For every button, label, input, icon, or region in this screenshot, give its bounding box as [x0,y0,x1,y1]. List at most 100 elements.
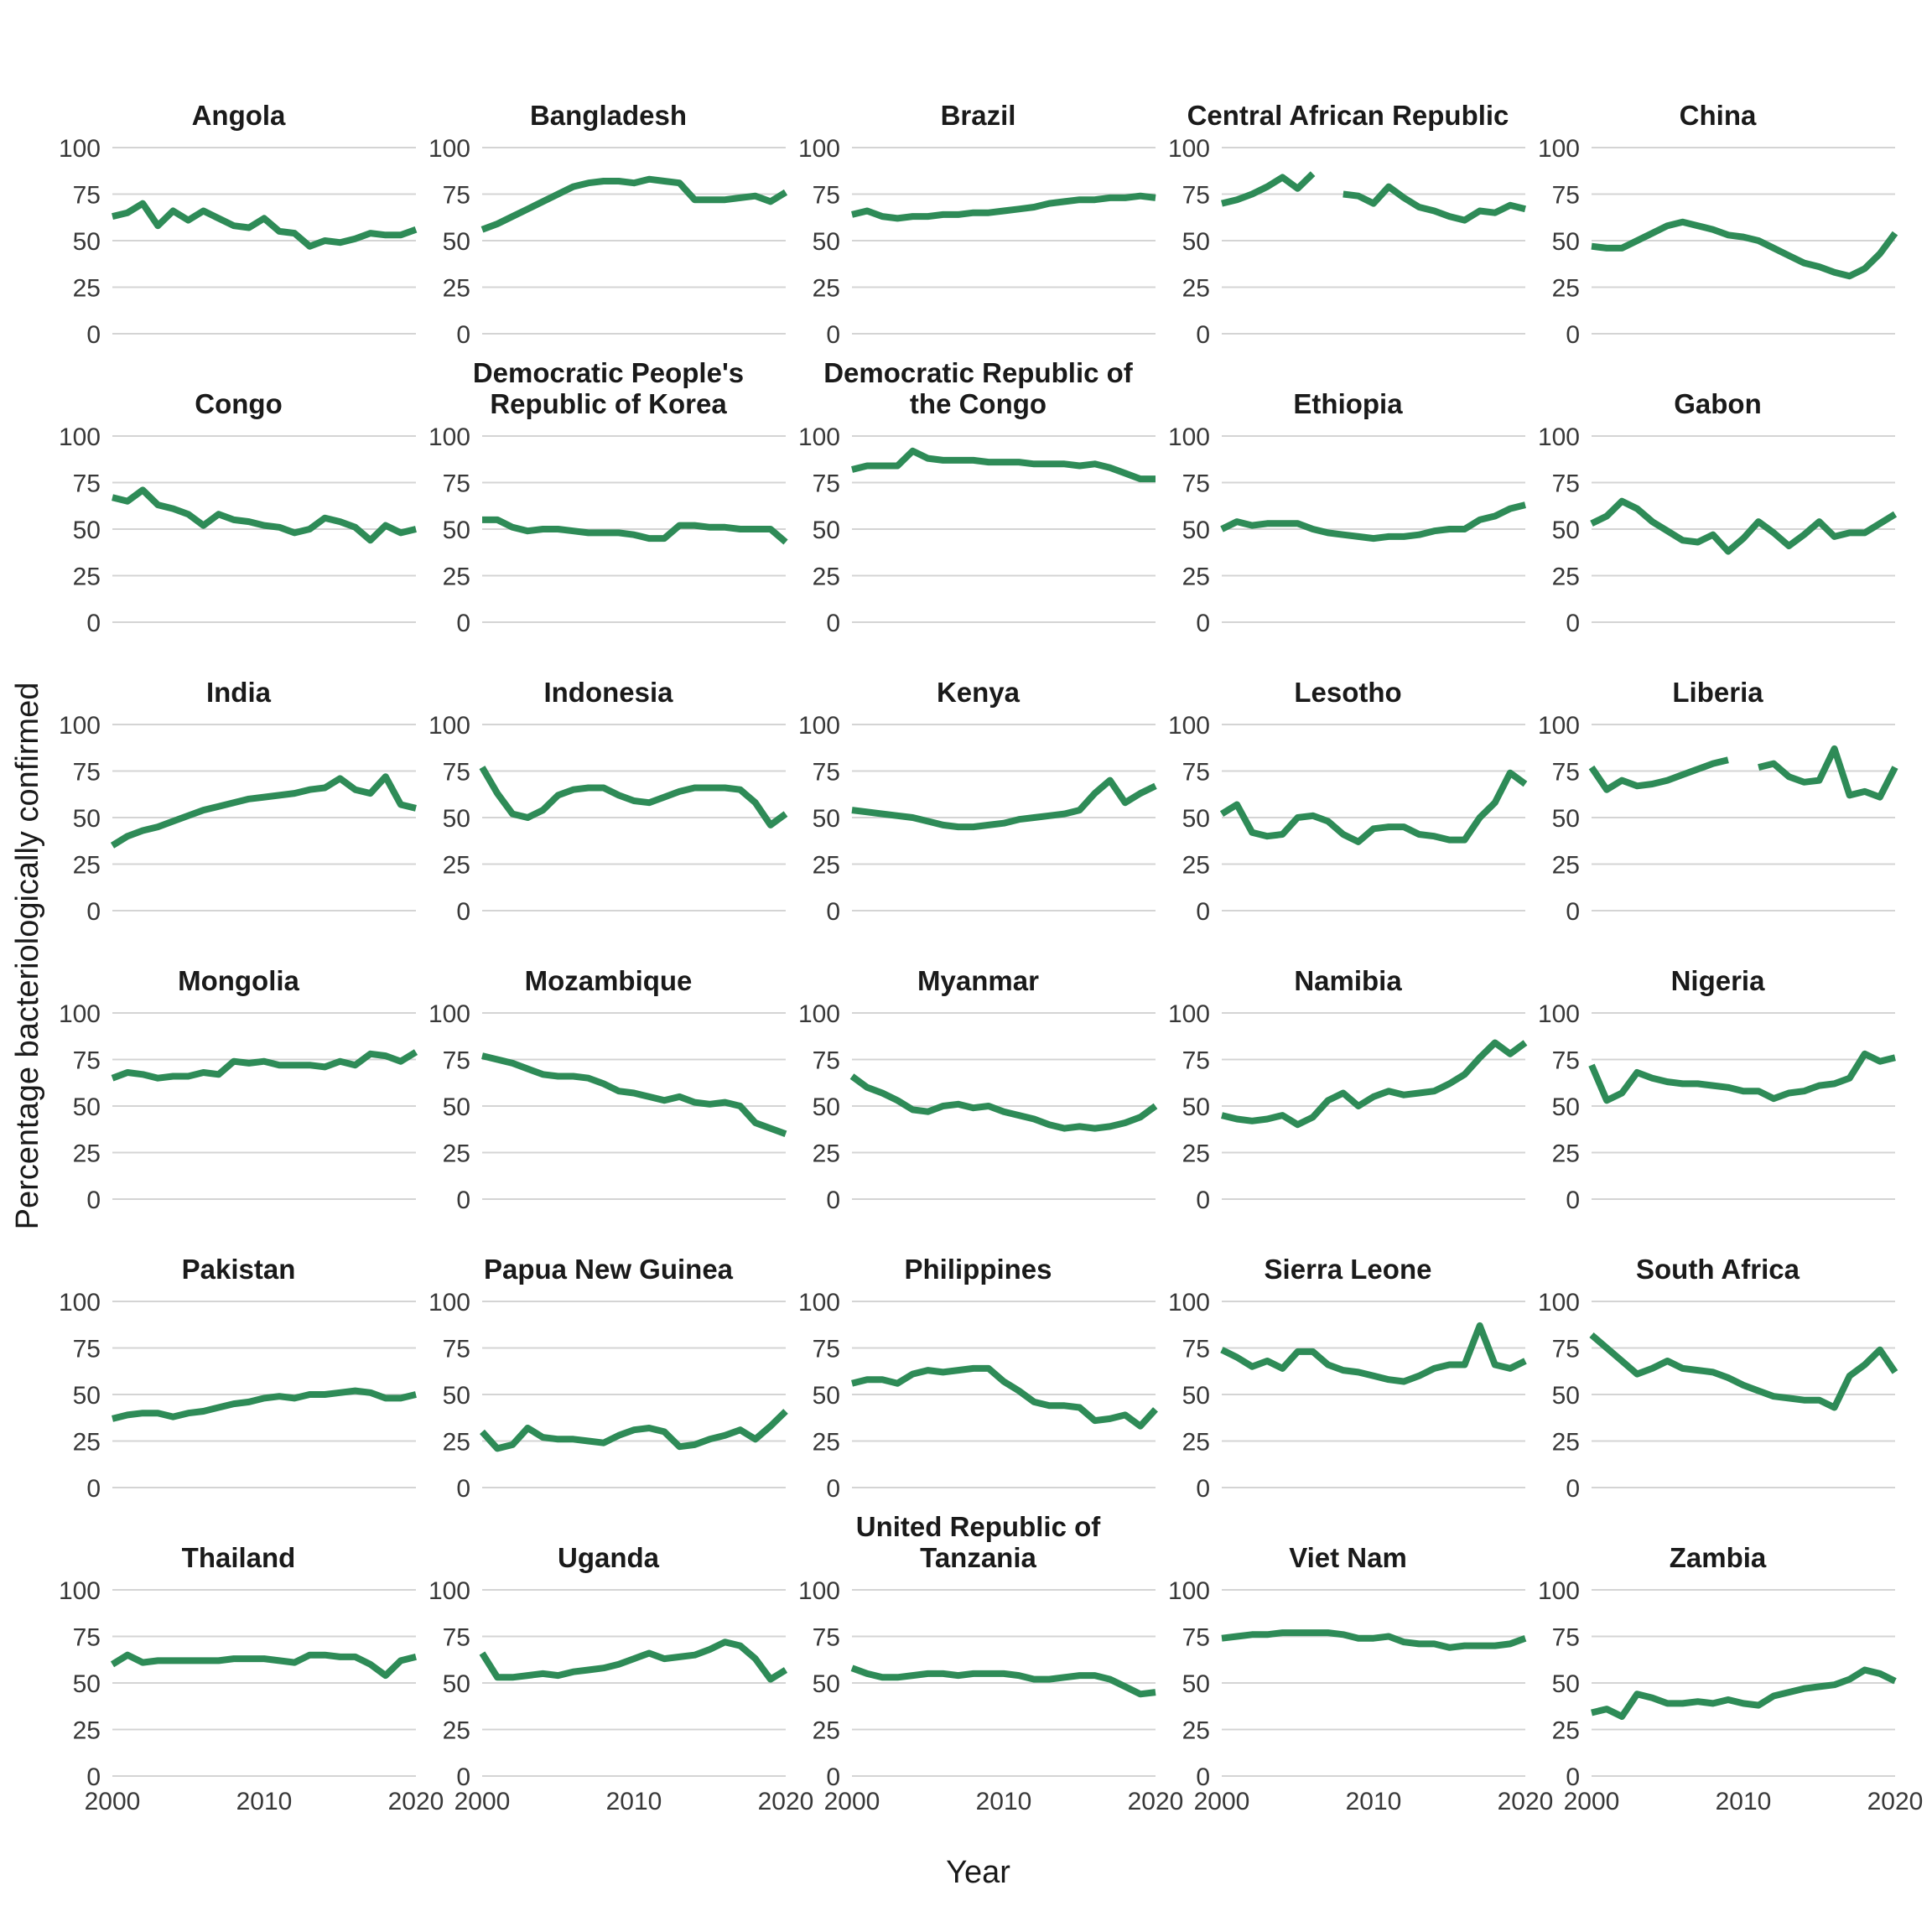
trend-line [1221,1039,1528,1129]
y-tick-label: 0 [826,1187,840,1214]
trend-line [479,1639,788,1683]
y-tick-label: 100 [798,1577,840,1605]
x-tick-label: 2020 [758,1788,814,1815]
trend-line [482,516,788,545]
trend-line [481,1052,787,1138]
facet: Indonesia 100 75 50 25 0 [423,652,793,926]
y-tick-label: 50 [443,1670,470,1698]
y-tick-label: 100 [428,423,470,451]
y-tick-label: 0 [826,610,840,637]
y-tick-label: 25 [443,1140,470,1168]
y-tick-label: 100 [798,1000,840,1028]
facet-title: United Republic of Tanzania [855,1511,1101,1573]
y-tick-label: 50 [813,517,840,544]
facet-plot: 100 75 50 25 0 [428,423,788,637]
y-tick-label: 25 [1182,1429,1210,1457]
facet-plot: 100 75 50 25 0 [428,1000,787,1214]
facet-title: Ethiopia [1293,388,1403,419]
y-tick-label: 100 [1168,135,1210,163]
y-tick-label: 50 [1552,517,1580,544]
facet-plot: 100 75 50 25 0 [798,712,1157,926]
x-tick-label: 2010 [1346,1788,1402,1815]
facet-title: Namibia [1294,965,1402,996]
facet-plot: 100 75 50 25 0 [1538,1000,1896,1214]
facet: Mozambique 100 75 50 25 0 [423,941,793,1214]
y-tick-label: 0 [86,1187,101,1214]
facet-title: Congo [195,388,283,419]
y-tick-label: 25 [73,1717,101,1745]
y-tick-label: 25 [813,564,840,591]
x-tick-label: 2020 [1128,1788,1184,1815]
y-tick-label: 0 [86,898,101,926]
y-tick-label: 75 [1182,470,1210,498]
trend-line [850,1665,1156,1698]
facet-title: Viet Nam [1289,1542,1407,1573]
y-tick-label: 25 [443,275,470,303]
y-tick-label: 0 [1566,1187,1580,1214]
y-tick-label: 75 [1182,759,1210,787]
trend-line [1219,769,1528,845]
facet-title: South Africa [1636,1254,1800,1285]
y-tick-label: 0 [1196,321,1210,349]
y-tick-label: 100 [59,1577,101,1605]
facet: Liberia 100 75 50 25 0 [1533,652,1903,926]
y-tick-label: 100 [59,1289,101,1317]
y-tick-label: 75 [443,1624,470,1652]
y-tick-label: 100 [428,135,470,163]
y-tick-label: 100 [1168,1289,1210,1317]
facet: Sierra Leone 100 75 50 25 0 [1163,1229,1533,1503]
facet-title: Brazil [940,100,1016,131]
trend-line [110,1651,417,1680]
y-tick-label: 75 [1552,1336,1580,1363]
trend-line [1220,1322,1527,1385]
y-tick-label: 25 [73,1429,101,1457]
trend-line [110,773,417,849]
y-tick-label: 0 [456,1475,470,1503]
y-tick-label: 50 [1552,228,1580,256]
y-tick-label: 50 [813,805,840,833]
facet-plot: 100 75 50 25 0 [59,1289,417,1503]
y-tick-label: 50 [73,517,101,544]
facet-title: Thailand [181,1542,296,1573]
facet-title: Bangladesh [529,100,688,131]
y-tick-label: 50 [1552,1670,1580,1698]
facet-plot: 100 75 50 25 0 [798,423,1156,637]
y-tick-label: 50 [73,1093,101,1121]
y-tick-label: 100 [1538,423,1580,451]
facet-title: Myanmar [917,965,1039,996]
y-axis-title: Percentage bacteriologically confirmed [10,682,45,1230]
y-tick-label: 100 [1538,1000,1580,1028]
facet: Philippines 100 75 50 25 0 [793,1229,1163,1503]
y-tick-label: 100 [1538,712,1580,740]
y-tick-label: 25 [1552,852,1580,880]
x-tick-label: 2020 [1498,1788,1554,1815]
y-tick-label: 50 [73,228,101,256]
y-tick-label: 25 [1552,564,1580,591]
y-tick-label: 75 [73,470,101,498]
y-tick-label: 25 [1552,275,1580,303]
facet-plot: 100 75 50 25 0 [1168,1000,1528,1214]
y-tick-label: 0 [1566,321,1580,349]
facet: Mongolia 100 75 50 25 0 [54,941,423,1214]
y-tick-label: 100 [59,423,101,451]
y-tick-label: 75 [443,1047,470,1075]
facet-plot: 100 75 50 25 0 [428,135,788,349]
y-tick-label: 50 [443,805,470,833]
facet-title: Angola [191,100,286,131]
facet: South Africa 100 75 50 25 0 [1533,1229,1903,1503]
trend-line [849,1073,1158,1132]
y-tick-label: 50 [813,1670,840,1698]
y-tick-label: 50 [443,1093,470,1121]
y-tick-label: 25 [1552,1717,1580,1745]
facet-plot: 100 75 50 25 0 [1168,1289,1527,1503]
y-tick-label: 100 [1538,1577,1580,1605]
facet: Papua New Guinea 100 75 50 25 0 [423,1229,793,1503]
trend-line [112,200,418,250]
facet-plot: 100 75 50 25 0 [1538,712,1898,926]
y-tick-label: 100 [1168,1000,1210,1028]
trend-line [1590,497,1898,555]
y-tick-label: 75 [1552,1047,1580,1075]
y-tick-label: 75 [813,182,840,210]
